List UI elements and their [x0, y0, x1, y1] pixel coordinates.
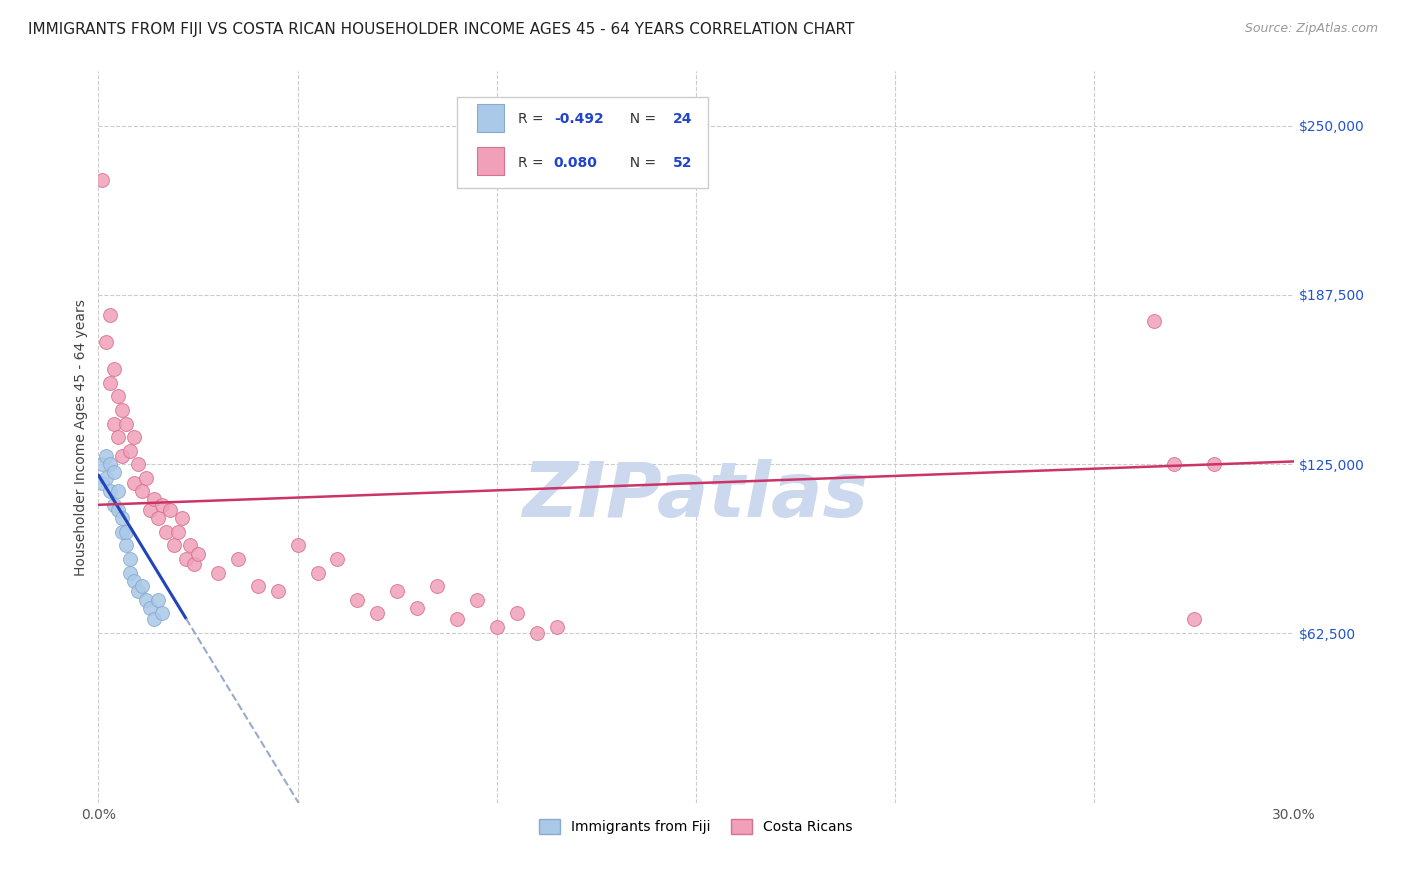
Point	[426, 579, 449, 593]
Point	[226, 552, 249, 566]
Point	[96, 335, 118, 350]
Text: IMMIGRANTS FROM FIJI VS COSTA RICAN HOUSEHOLDER INCOME AGES 45 - 64 YEARS CORREL: IMMIGRANTS FROM FIJI VS COSTA RICAN HOUS…	[28, 22, 855, 37]
Text: 0.080: 0.080	[554, 156, 598, 169]
Point	[155, 524, 177, 539]
Point	[98, 457, 122, 471]
FancyBboxPatch shape	[477, 147, 503, 175]
Point	[91, 457, 114, 471]
FancyBboxPatch shape	[457, 97, 709, 188]
Text: R =: R =	[517, 156, 548, 169]
Point	[163, 538, 186, 552]
Point	[120, 443, 142, 458]
Point	[111, 449, 134, 463]
Point	[124, 574, 146, 588]
Point	[406, 600, 429, 615]
Point	[148, 592, 170, 607]
Point	[143, 492, 166, 507]
Point	[546, 620, 568, 634]
Point	[179, 538, 201, 552]
Point	[111, 511, 134, 525]
Text: N =: N =	[620, 112, 661, 127]
Point	[120, 566, 142, 580]
Point	[131, 579, 153, 593]
Point	[98, 308, 122, 322]
Point	[139, 600, 162, 615]
Point	[91, 476, 114, 491]
Point	[98, 376, 122, 390]
Point	[103, 465, 125, 479]
Point	[174, 552, 197, 566]
Point	[485, 620, 508, 634]
Point	[1202, 457, 1225, 471]
Text: R =: R =	[517, 112, 548, 127]
Point	[103, 362, 125, 376]
Point	[385, 584, 409, 599]
Point	[159, 503, 181, 517]
Point	[150, 498, 173, 512]
Point	[115, 417, 138, 431]
Point	[1182, 611, 1205, 625]
Text: 52: 52	[673, 156, 693, 169]
Point	[98, 484, 122, 499]
Y-axis label: Householder Income Ages 45 - 64 years: Householder Income Ages 45 - 64 years	[75, 299, 89, 575]
Text: N =: N =	[620, 156, 661, 169]
Point	[246, 579, 269, 593]
Point	[148, 511, 170, 525]
Point	[287, 538, 309, 552]
Point	[506, 606, 529, 620]
Point	[96, 449, 118, 463]
Point	[207, 566, 229, 580]
Point	[107, 389, 129, 403]
Point	[139, 503, 162, 517]
Point	[172, 511, 194, 525]
Point	[1163, 457, 1185, 471]
Point	[307, 566, 329, 580]
Point	[115, 538, 138, 552]
Text: ZIPatlas: ZIPatlas	[523, 458, 869, 533]
Point	[115, 524, 138, 539]
Point	[346, 592, 368, 607]
Point	[103, 498, 125, 512]
Point	[96, 471, 118, 485]
Point	[124, 430, 146, 444]
Point	[326, 552, 349, 566]
Point	[111, 524, 134, 539]
Point	[135, 592, 157, 607]
Point	[107, 484, 129, 499]
Point	[366, 606, 388, 620]
Point	[143, 611, 166, 625]
Text: -0.492: -0.492	[554, 112, 603, 127]
Point	[187, 547, 209, 561]
Text: 24: 24	[673, 112, 693, 127]
Point	[267, 584, 290, 599]
Point	[1143, 313, 1166, 327]
Point	[111, 403, 134, 417]
Point	[526, 626, 548, 640]
Legend: Immigrants from Fiji, Costa Ricans: Immigrants from Fiji, Costa Ricans	[533, 814, 859, 839]
Point	[167, 524, 190, 539]
Point	[135, 471, 157, 485]
Point	[446, 611, 468, 625]
FancyBboxPatch shape	[477, 103, 503, 132]
Point	[131, 484, 153, 499]
Point	[103, 417, 125, 431]
Point	[465, 592, 488, 607]
Point	[150, 606, 173, 620]
Text: Source: ZipAtlas.com: Source: ZipAtlas.com	[1244, 22, 1378, 36]
Point	[120, 552, 142, 566]
Point	[183, 558, 205, 572]
Point	[107, 503, 129, 517]
Point	[127, 457, 149, 471]
Point	[107, 430, 129, 444]
Point	[91, 172, 114, 186]
Point	[124, 476, 146, 491]
Point	[127, 584, 149, 599]
